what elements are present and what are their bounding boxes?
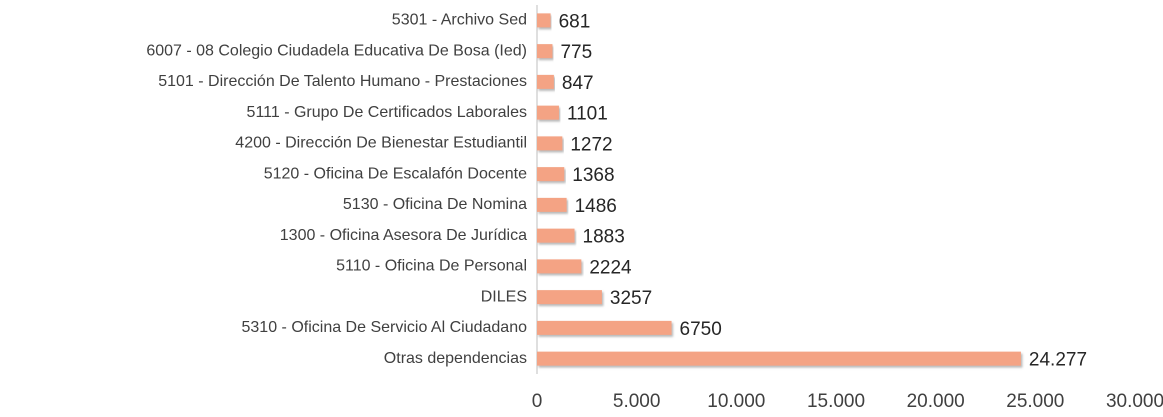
bar bbox=[537, 74, 554, 89]
bar bbox=[537, 136, 563, 151]
value-label: 681 bbox=[559, 11, 591, 32]
value-label: 3257 bbox=[610, 288, 652, 309]
value-label: 1368 bbox=[572, 165, 614, 186]
category-label: 5120 - Oficina De Escalafón Docente bbox=[264, 165, 527, 182]
value-label: 775 bbox=[560, 42, 592, 63]
bar bbox=[537, 259, 582, 274]
bar bbox=[537, 167, 565, 182]
value-label: 24.277 bbox=[1029, 350, 1087, 371]
x-tick-label: 25.000 bbox=[1006, 391, 1064, 412]
value-label: 6750 bbox=[680, 319, 722, 340]
category-label: 1300 - Oficina Asesora De Jurídica bbox=[280, 227, 527, 244]
bar bbox=[537, 13, 551, 28]
category-label: 5101 - Dirección De Talento Humano - Pre… bbox=[158, 73, 527, 90]
value-label: 2224 bbox=[589, 257, 632, 278]
bar bbox=[537, 105, 559, 120]
x-tick-label: 30.000 bbox=[1106, 391, 1163, 412]
value-label: 1272 bbox=[570, 134, 612, 155]
category-label: DILES bbox=[481, 288, 527, 305]
category-label: 6007 - 08 Colegio Ciudadela Educativa De… bbox=[146, 42, 527, 59]
x-tick-label: 10.000 bbox=[707, 391, 765, 412]
category-label: 5301 - Archivo Sed bbox=[392, 12, 527, 29]
x-tick-label: 20.000 bbox=[907, 391, 965, 412]
x-tick-label: 0 bbox=[532, 391, 543, 412]
bar bbox=[537, 351, 1021, 366]
category-label: Otras dependencias bbox=[384, 350, 527, 367]
category-label: 5111 - Grupo De Certificados Laborales bbox=[247, 104, 527, 121]
bar bbox=[537, 228, 575, 243]
x-tick-label: 5.000 bbox=[613, 391, 661, 412]
bar bbox=[537, 197, 567, 212]
value-label: 1883 bbox=[583, 227, 625, 248]
bar bbox=[537, 320, 672, 335]
category-label: 4200 - Dirección De Bienestar Estudianti… bbox=[235, 135, 527, 152]
category-label: 5130 - Oficina De Nomina bbox=[343, 196, 527, 213]
value-label: 1486 bbox=[575, 196, 617, 217]
x-tick-label: 15.000 bbox=[807, 391, 865, 412]
bar bbox=[537, 290, 602, 305]
value-label: 847 bbox=[562, 73, 594, 94]
category-label: 5310 - Oficina De Servicio Al Ciudadano bbox=[242, 319, 528, 336]
bar bbox=[537, 44, 553, 59]
value-label: 1101 bbox=[567, 104, 608, 125]
category-label: 5110 - Oficina De Personal bbox=[336, 258, 527, 275]
